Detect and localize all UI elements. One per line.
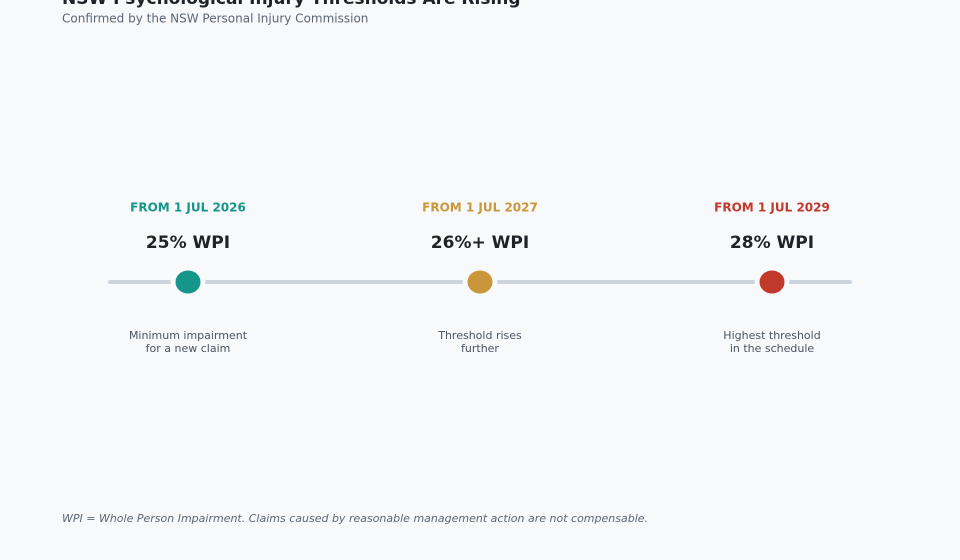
milestone-description: further: [461, 342, 499, 355]
subtitle: Confirmed by the NSW Personal Injury Com…: [62, 12, 368, 26]
milestone-description: for a new claim: [146, 342, 231, 355]
milestone-date: FROM 1 JUL 2029: [714, 201, 830, 215]
milestone-threshold: 28% WPI: [730, 233, 814, 253]
milestone-description: Highest threshold: [723, 329, 820, 342]
milestone-description: Minimum impairment: [129, 329, 248, 342]
milestone-description: in the schedule: [730, 342, 815, 355]
milestone-dot: [170, 265, 206, 299]
milestone-dot: [754, 265, 790, 299]
milestone-date: FROM 1 JUL 2026: [130, 201, 246, 215]
milestone-threshold: 26%+ WPI: [431, 233, 529, 253]
footnote: WPI = Whole Person Impairment. Claims ca…: [62, 512, 648, 525]
milestone-dot: [462, 265, 498, 299]
milestone-description: Threshold rises: [437, 329, 522, 342]
milestones: FROM 1 JUL 2026 25% WPI Minimum impairment…: [129, 201, 830, 356]
milestone-date: FROM 1 JUL 2027: [422, 201, 538, 215]
milestone-threshold: 25% WPI: [146, 233, 230, 253]
title: NSW Psychological Injury Thresholds Are …: [62, 0, 521, 9]
